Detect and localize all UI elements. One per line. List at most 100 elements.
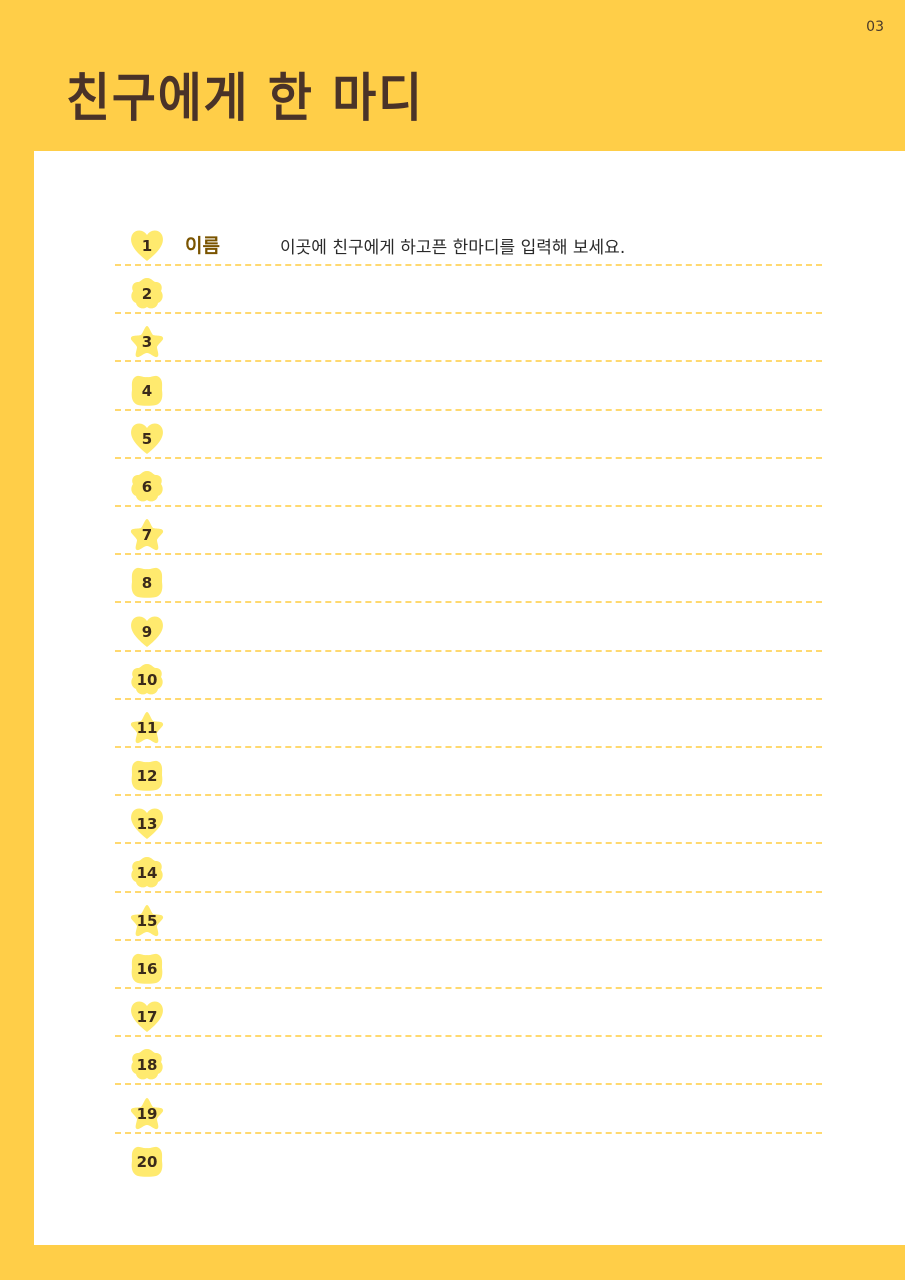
- name-label: 이름: [185, 235, 220, 257]
- entry-row[interactable]: 15: [115, 893, 822, 941]
- row-number: 17: [136, 1008, 158, 1027]
- number-badge: 1: [129, 228, 165, 262]
- entry-row[interactable]: 11: [115, 700, 822, 748]
- row-number: 3: [141, 333, 153, 352]
- message-placeholder[interactable]: 이곳에 친구에게 하고픈 한마디를 입력해 보세요.: [280, 238, 626, 258]
- dashed-divider: [115, 1035, 822, 1038]
- dashed-divider: [115, 505, 822, 507]
- dashed-divider: [115, 649, 822, 652]
- dashed-divider: [115, 456, 822, 459]
- entry-row[interactable]: 6: [115, 459, 822, 507]
- row-number: 14: [136, 863, 158, 882]
- dashed-divider: [115, 553, 822, 556]
- dashed-divider: [115, 264, 822, 266]
- number-badge: 9: [129, 614, 165, 648]
- flower-badge-icon: [131, 663, 163, 695]
- number-badge: 8: [129, 565, 165, 599]
- number-badge: 15: [129, 903, 165, 937]
- entry-row[interactable]: 1 이름 이곳에 친구에게 하고픈 한마디를 입력해 보세요.: [115, 218, 822, 266]
- row-number: 9: [141, 622, 153, 641]
- entry-row[interactable]: 3: [115, 314, 822, 363]
- entry-row[interactable]: 13: [115, 796, 822, 845]
- dashed-divider: [115, 890, 822, 893]
- heart-badge-icon: [131, 423, 163, 454]
- dashed-divider: [115, 408, 822, 411]
- entry-row[interactable]: 19: [115, 1086, 822, 1134]
- star-badge-icon: [130, 1097, 164, 1129]
- entry-row[interactable]: 7: [115, 507, 822, 556]
- entry-row[interactable]: 2: [115, 266, 822, 315]
- flower-badge-icon: [131, 471, 163, 502]
- row-number: 13: [136, 815, 158, 834]
- blob-badge-icon: [131, 1146, 163, 1177]
- flower-badge-icon: [131, 856, 163, 888]
- dashed-divider: [115, 746, 822, 748]
- row-number: 2: [141, 285, 153, 304]
- page-number: 03: [866, 19, 884, 35]
- row-number: 12: [136, 767, 158, 786]
- blob-badge-icon: [131, 375, 163, 406]
- heart-badge-icon: [131, 808, 163, 840]
- row-number: 16: [136, 960, 158, 978]
- row-number: 1: [141, 237, 153, 255]
- dashed-divider: [115, 312, 822, 315]
- dashed-divider: [115, 987, 822, 989]
- entry-row[interactable]: 20: [115, 1134, 822, 1182]
- dashed-divider: [115, 842, 822, 845]
- number-badge: 10: [129, 662, 165, 696]
- number-badge: 12: [129, 758, 165, 792]
- number-badge: 6: [129, 469, 165, 503]
- entry-row[interactable]: 14: [115, 845, 822, 893]
- number-badge: 3: [129, 324, 165, 358]
- row-number: 10: [136, 670, 158, 689]
- row-number: 6: [141, 478, 153, 496]
- blob-badge-icon: [131, 953, 163, 984]
- heart-badge-icon: [131, 230, 163, 261]
- dashed-divider: [115, 601, 822, 604]
- row-number: 15: [136, 911, 158, 930]
- row-number: 7: [141, 526, 153, 545]
- heart-badge-icon: [131, 616, 163, 647]
- entry-row[interactable]: 10: [115, 652, 822, 700]
- dashed-divider: [115, 1131, 822, 1134]
- star-badge-icon: [130, 712, 164, 744]
- row-number: 11: [136, 719, 158, 737]
- entry-row[interactable]: 4: [115, 363, 822, 411]
- row-number: 8: [141, 574, 153, 593]
- number-badge: 18: [129, 1047, 165, 1081]
- entry-row[interactable]: 12: [115, 748, 822, 797]
- row-number: 5: [141, 429, 153, 448]
- number-badge: 19: [129, 1096, 165, 1130]
- dashed-divider: [115, 938, 822, 941]
- number-badge: 16: [129, 951, 165, 985]
- entry-row[interactable]: 18: [115, 1037, 822, 1086]
- row-number: 20: [136, 1152, 158, 1171]
- row-number: 18: [136, 1056, 158, 1075]
- number-badge: 5: [129, 421, 165, 455]
- dashed-divider: [115, 697, 822, 700]
- blob-badge-icon: [131, 761, 163, 791]
- row-number: 19: [136, 1104, 158, 1123]
- entry-row[interactable]: 5: [115, 411, 822, 459]
- dashed-divider: [115, 794, 822, 797]
- entry-row[interactable]: 9: [115, 604, 822, 652]
- star-badge-icon: [130, 519, 164, 551]
- entry-row[interactable]: 17: [115, 989, 822, 1038]
- heart-badge-icon: [131, 1001, 163, 1033]
- star-badge-icon: [130, 326, 164, 358]
- dashed-divider: [115, 1083, 822, 1086]
- flower-badge-icon: [131, 278, 163, 309]
- number-badge: 13: [129, 806, 165, 840]
- number-badge: 14: [129, 855, 165, 889]
- number-badge: 17: [129, 999, 165, 1033]
- number-badge: 2: [129, 276, 165, 310]
- entry-row[interactable]: 16: [115, 941, 822, 989]
- entry-row[interactable]: 8: [115, 555, 822, 604]
- flower-badge-icon: [131, 1049, 163, 1080]
- star-badge-icon: [130, 904, 164, 936]
- blob-badge-icon: [131, 568, 163, 599]
- number-badge: 4: [129, 373, 165, 407]
- number-badge: 20: [129, 1144, 165, 1178]
- number-badge: 11: [129, 710, 165, 744]
- page-title: 친구에게 한 마디: [66, 69, 424, 129]
